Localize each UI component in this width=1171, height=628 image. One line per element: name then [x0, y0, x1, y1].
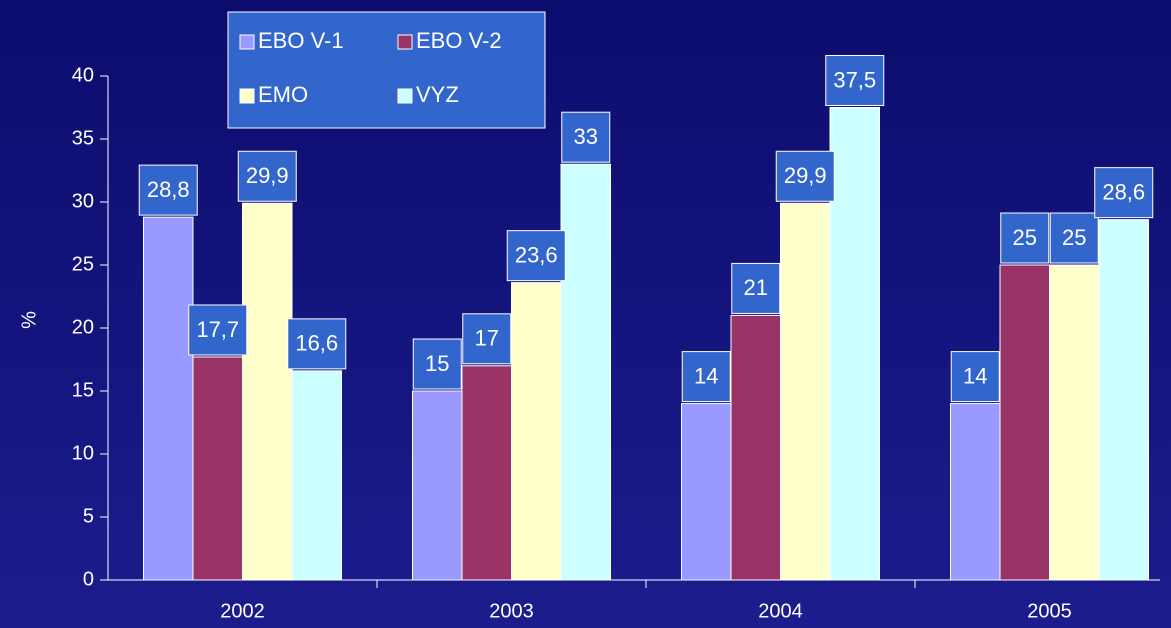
legend-label: EBO V-2 — [416, 28, 502, 53]
bar — [242, 202, 293, 581]
bar — [412, 390, 463, 581]
y-tick-label: 25 — [72, 253, 94, 275]
bar — [829, 107, 880, 581]
bar — [143, 216, 194, 581]
y-tick-label: 5 — [83, 505, 94, 527]
x-tick-label: 2005 — [1027, 600, 1072, 622]
bar — [999, 264, 1050, 581]
x-tick-label: 2003 — [489, 600, 534, 622]
legend-box — [227, 11, 546, 129]
y-tick-label: 15 — [72, 379, 94, 401]
bar — [1098, 219, 1149, 581]
value-label: 17 — [475, 326, 499, 351]
value-label-box — [1000, 212, 1050, 264]
bar — [730, 314, 781, 581]
value-label-box — [237, 150, 297, 202]
legend-label: EMO — [258, 82, 308, 107]
y-tick-label: 40 — [72, 64, 94, 86]
value-label-box — [950, 351, 1000, 403]
value-label-box — [731, 262, 781, 314]
value-label-box — [287, 318, 347, 370]
value-label: 14 — [694, 363, 718, 388]
legend-swatch — [239, 88, 255, 104]
legend-label: VYZ — [416, 82, 459, 107]
legend-swatch — [397, 34, 413, 50]
value-label: 25 — [1062, 225, 1086, 250]
value-label-box — [681, 351, 731, 403]
value-label: 25 — [1013, 225, 1037, 250]
x-tick-label: 2004 — [758, 600, 803, 622]
value-label: 28,8 — [147, 177, 190, 202]
bar — [681, 403, 732, 581]
y-axis-label: % — [18, 311, 40, 329]
value-label-box — [775, 150, 835, 202]
y-tick-label: 0 — [83, 568, 94, 590]
value-label: 17,7 — [196, 317, 239, 342]
bar — [1049, 264, 1100, 581]
value-label: 33 — [574, 124, 598, 149]
y-tick-label: 20 — [72, 316, 94, 338]
value-label-box — [506, 230, 566, 282]
value-label: 21 — [744, 275, 768, 300]
y-tick-label: 35 — [72, 127, 94, 149]
value-label-box — [188, 304, 248, 356]
bar — [511, 282, 562, 581]
value-label: 16,6 — [295, 331, 338, 356]
value-label: 15 — [425, 351, 449, 376]
value-label-box — [561, 111, 611, 163]
bar — [780, 202, 831, 581]
legend-swatch — [397, 88, 413, 104]
value-label: 37,5 — [833, 67, 876, 92]
x-tick-label: 2002 — [220, 600, 265, 622]
value-label: 29,9 — [784, 163, 827, 188]
y-tick-label: 10 — [72, 442, 94, 464]
value-label-box — [1094, 167, 1154, 219]
bar — [950, 403, 1001, 581]
y-tick-label: 30 — [72, 190, 94, 212]
value-label: 14 — [963, 363, 987, 388]
value-label: 23,6 — [515, 242, 558, 267]
legend-label: EBO V-1 — [258, 28, 344, 53]
value-label-box — [825, 55, 885, 106]
value-label-box — [138, 164, 198, 216]
bar — [461, 365, 512, 581]
value-label: 28,6 — [1102, 179, 1145, 204]
bar — [291, 370, 342, 581]
value-label: 29,9 — [246, 163, 289, 188]
value-label-box — [412, 338, 462, 390]
bar — [560, 163, 611, 581]
legend-swatch — [239, 34, 255, 50]
bar — [192, 356, 243, 581]
value-label-box — [1049, 212, 1099, 264]
value-label-box — [462, 313, 512, 365]
